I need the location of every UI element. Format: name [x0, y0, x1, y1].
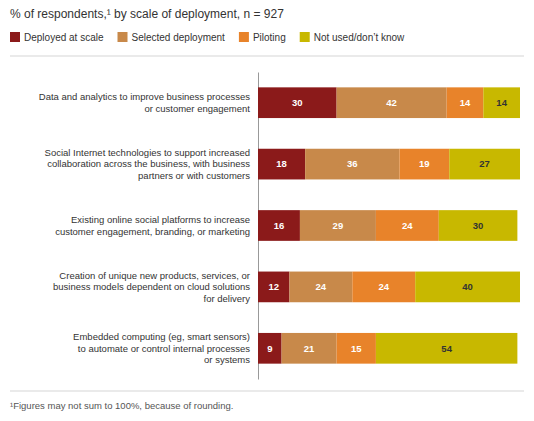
tick: Data and analytics to improve business p…	[39, 91, 251, 113]
tick-label-line: business models dependent on cloud solut…	[53, 281, 250, 292]
bar	[289, 272, 352, 303]
data-label: 24	[402, 220, 413, 231]
bar	[447, 87, 484, 118]
data-label: 16	[274, 220, 285, 231]
bars	[258, 87, 520, 363]
data-label: 24	[316, 281, 327, 292]
legend-label: Deployed at scale	[24, 32, 104, 43]
tick-label-line: for delivery	[204, 293, 251, 304]
data-labels: 30 42 14 14 18 36 19 27 16 29 24 30 12 24 24 40 9 21 15 54	[267, 97, 508, 354]
bar	[258, 149, 305, 180]
legend-item: Deployed at scale	[10, 32, 104, 43]
tick: Existing online social platforms to incr…	[55, 214, 250, 236]
bar	[300, 210, 376, 241]
legend-label: Selected deployment	[132, 32, 226, 43]
tick-label: Creation of unique new products, service…	[53, 270, 250, 304]
tick-label-line: partners or with customers	[138, 170, 250, 181]
data-label: 14	[496, 97, 507, 108]
tick-label: Existing online social platforms to incr…	[55, 214, 250, 236]
data-label: 54	[441, 343, 452, 354]
data-label: 30	[473, 220, 484, 231]
bar	[337, 87, 447, 118]
data-label: 27	[479, 158, 490, 169]
data-label: 40	[462, 281, 473, 292]
tick: Embedded computing (eg, smart sensors)to…	[73, 331, 250, 365]
legend: Deployed at scale Selected deployment Pilo…	[10, 32, 405, 43]
tick-label-line: collaboration across the business, with …	[47, 158, 250, 169]
data-label: 21	[304, 343, 315, 354]
tick-label-line: Creation of unique new products, service…	[59, 270, 250, 281]
data-label: 36	[347, 158, 358, 169]
bar	[258, 333, 282, 364]
bar	[376, 210, 439, 241]
data-label: 19	[419, 158, 430, 169]
tick-label-line: Social Internet technologies to support …	[45, 147, 250, 158]
tick-label-line: Existing online social platforms to incr…	[71, 214, 250, 225]
legend-swatch	[10, 32, 20, 42]
bar	[337, 333, 376, 364]
tick-label: Embedded computing (eg, smart sensors)to…	[73, 331, 250, 365]
footnote: ¹Figures may not sum to 100%, because of…	[10, 400, 233, 411]
legend-swatch	[300, 32, 310, 42]
data-label: 9	[267, 343, 272, 354]
bar	[282, 333, 337, 364]
bar	[449, 149, 520, 180]
data-label: 18	[276, 158, 287, 169]
bar	[258, 210, 300, 241]
tick-label-line: or customer engagement	[144, 103, 250, 114]
legend-item: Piloting	[239, 32, 286, 43]
legend-swatch	[118, 32, 128, 42]
data-label: 12	[268, 281, 279, 292]
legend-swatch	[239, 32, 249, 42]
tick-label: Social Internet technologies to support …	[45, 147, 251, 181]
plot: Data and analytics to improve business p…	[39, 73, 520, 380]
tick-label-line: Embedded computing (eg, smart sensors)	[73, 331, 250, 342]
legend-label: Piloting	[253, 32, 286, 43]
legend-label: Not used/don’t know	[314, 32, 405, 43]
bar	[352, 272, 415, 303]
bar	[399, 149, 449, 180]
separator	[10, 391, 524, 392]
data-label: 15	[351, 343, 362, 354]
bar	[258, 272, 289, 303]
bar	[305, 149, 399, 180]
bar	[439, 210, 518, 241]
tick: Social Internet technologies to support …	[45, 147, 251, 181]
data-label: 24	[378, 281, 389, 292]
legend-item: Selected deployment	[118, 32, 226, 43]
tick-label-line: Data and analytics to improve business p…	[39, 91, 250, 102]
data-label: 30	[292, 97, 303, 108]
tick-label-line: to automate or control internal processe…	[78, 343, 250, 354]
y-axis: Data and analytics to improve business p…	[39, 73, 259, 380]
tick: Creation of unique new products, service…	[53, 270, 250, 304]
chart: % of respondents,¹ by scale of deploymen…	[0, 0, 534, 421]
legend-item: Not used/don’t know	[300, 32, 405, 43]
tick-label: Data and analytics to improve business p…	[39, 91, 251, 113]
bar	[376, 333, 517, 364]
title: % of respondents,¹ by scale of deploymen…	[10, 7, 284, 21]
data-label: 42	[386, 97, 397, 108]
bar	[258, 87, 337, 118]
bar	[483, 87, 520, 118]
data-label: 29	[333, 220, 344, 231]
tick-label-line: customer engagement, branding, or market…	[55, 226, 250, 237]
data-label: 14	[460, 97, 471, 108]
bar	[415, 272, 520, 303]
separator	[10, 56, 524, 57]
tick-label-line: or systems	[204, 354, 250, 365]
